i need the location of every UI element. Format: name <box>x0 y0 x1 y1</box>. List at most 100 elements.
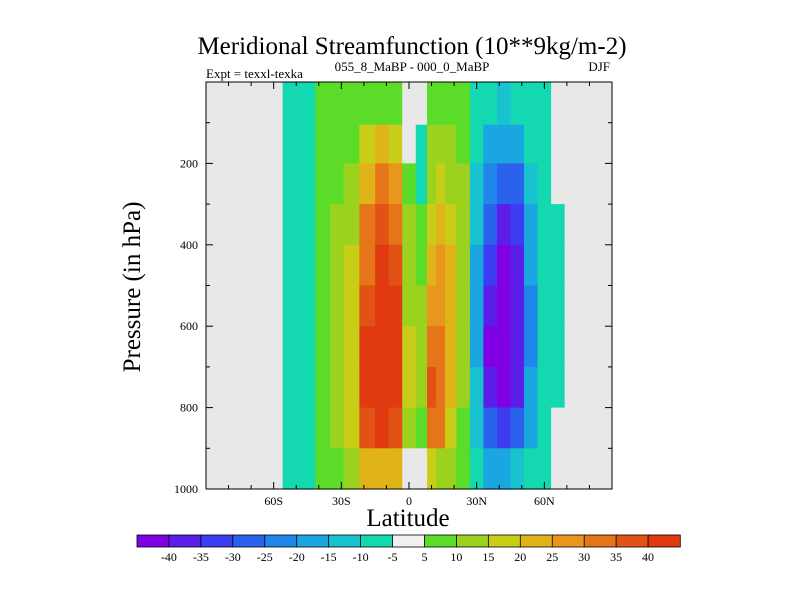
contour-cell <box>206 285 263 327</box>
contour-cell <box>436 244 446 287</box>
contour-cell <box>537 244 552 287</box>
contour-cell <box>427 82 437 126</box>
contour-cell <box>496 163 512 205</box>
contour-cell <box>206 244 263 287</box>
contour-cell <box>483 285 498 327</box>
colorbar-swatch <box>519 534 553 548</box>
contour-cell <box>578 82 613 126</box>
contour-cell <box>415 407 428 449</box>
contour-cell <box>578 326 613 368</box>
contour-cell <box>299 124 316 164</box>
contour-cell <box>262 244 284 287</box>
contour-cell <box>445 82 457 126</box>
y-tick-label: 1000 <box>174 482 198 496</box>
contour-cell <box>510 448 525 490</box>
contour-cell <box>330 204 345 246</box>
contour-cell <box>578 366 613 409</box>
contour-cell <box>402 204 417 246</box>
colorbar-swatch <box>328 534 362 548</box>
contour-cell <box>427 204 437 246</box>
colorbar-label: -25 <box>257 550 273 564</box>
contour-cell <box>456 448 471 490</box>
contour-cell <box>402 163 417 205</box>
contour-cell <box>315 366 331 409</box>
colorbar-label: -20 <box>289 550 305 564</box>
contour-cell <box>282 326 301 368</box>
contour-cell <box>537 366 552 409</box>
contour-cell <box>315 285 331 327</box>
contour-cell <box>456 407 471 449</box>
contour-cell <box>282 448 301 490</box>
contour-cell <box>315 326 331 368</box>
contour-cell <box>496 285 512 327</box>
x-axis-title: Latitude <box>366 505 449 532</box>
contour-cell <box>578 244 613 287</box>
contour-cell <box>359 163 376 205</box>
contour-cell <box>524 82 539 126</box>
contour-cell <box>415 163 428 205</box>
contour-cell <box>524 366 539 409</box>
y-tick-label: 600 <box>180 319 198 333</box>
contour-cell <box>282 244 301 287</box>
contour-cell <box>427 124 437 164</box>
contour-cell <box>537 163 552 205</box>
contour-cell <box>262 124 284 164</box>
contour-cell <box>415 366 428 409</box>
colorbar-swatch <box>136 534 170 548</box>
contour-cell <box>537 285 552 327</box>
contour-cell <box>469 163 485 205</box>
contour-cell <box>483 204 498 246</box>
x-tick-label: 30S <box>332 494 351 508</box>
contour-cell <box>537 326 552 368</box>
contour-cell <box>445 124 457 164</box>
contour-cell <box>343 326 360 368</box>
contour-cell <box>510 82 525 126</box>
contour-cell <box>402 326 417 368</box>
contour-cell <box>469 244 485 287</box>
contour-cell <box>415 124 428 164</box>
contour-cell <box>551 366 566 409</box>
contour-cell <box>315 124 331 164</box>
plot-area <box>205 81 613 490</box>
contour-cell <box>456 285 471 327</box>
contour-cell <box>388 204 403 246</box>
contour-cell <box>456 124 471 164</box>
contour-cell <box>436 448 446 490</box>
contour-cell <box>537 124 552 164</box>
colorbar-swatch <box>647 534 681 548</box>
contour-cell <box>564 448 579 490</box>
contour-cell <box>483 366 498 409</box>
y-axis-title: Pressure (in hPa) <box>119 202 146 373</box>
colorbar-label: -10 <box>353 550 369 564</box>
contour-cell <box>262 326 284 368</box>
contour-cell <box>375 407 390 449</box>
contour-cell <box>375 204 390 246</box>
contour-cell <box>551 448 566 490</box>
colorbar-swatch <box>296 534 330 548</box>
contour-cell <box>206 448 263 490</box>
contour-cell <box>436 204 446 246</box>
contour-cell <box>578 448 613 490</box>
contour-cell <box>469 204 485 246</box>
contour-cell <box>299 366 316 409</box>
contour-cell <box>262 407 284 449</box>
y-tick-label: 800 <box>180 401 198 415</box>
contour-cell <box>375 366 390 409</box>
contour-cell <box>578 163 613 205</box>
contour-cell <box>469 326 485 368</box>
colorbar-swatch <box>551 534 585 548</box>
contour-cell <box>445 285 457 327</box>
contour-cell <box>524 244 539 287</box>
contour-cell <box>330 366 345 409</box>
contour-cell <box>375 82 390 126</box>
contour-cell <box>359 204 376 246</box>
contour-cell <box>315 448 331 490</box>
colorbar-swatch <box>487 534 521 548</box>
contour-cell <box>315 204 331 246</box>
contour-cell <box>564 326 579 368</box>
contour-cell <box>206 407 263 449</box>
contour-cell <box>282 366 301 409</box>
contour-cell <box>436 82 446 126</box>
contour-cell <box>564 163 579 205</box>
